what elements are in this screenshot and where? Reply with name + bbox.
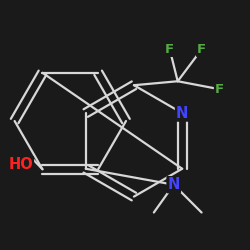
Text: F: F: [215, 83, 224, 96]
Text: HO: HO: [8, 157, 33, 172]
Text: F: F: [197, 43, 206, 56]
Text: N: N: [168, 177, 180, 192]
Text: N: N: [176, 106, 188, 120]
Text: F: F: [165, 43, 174, 56]
